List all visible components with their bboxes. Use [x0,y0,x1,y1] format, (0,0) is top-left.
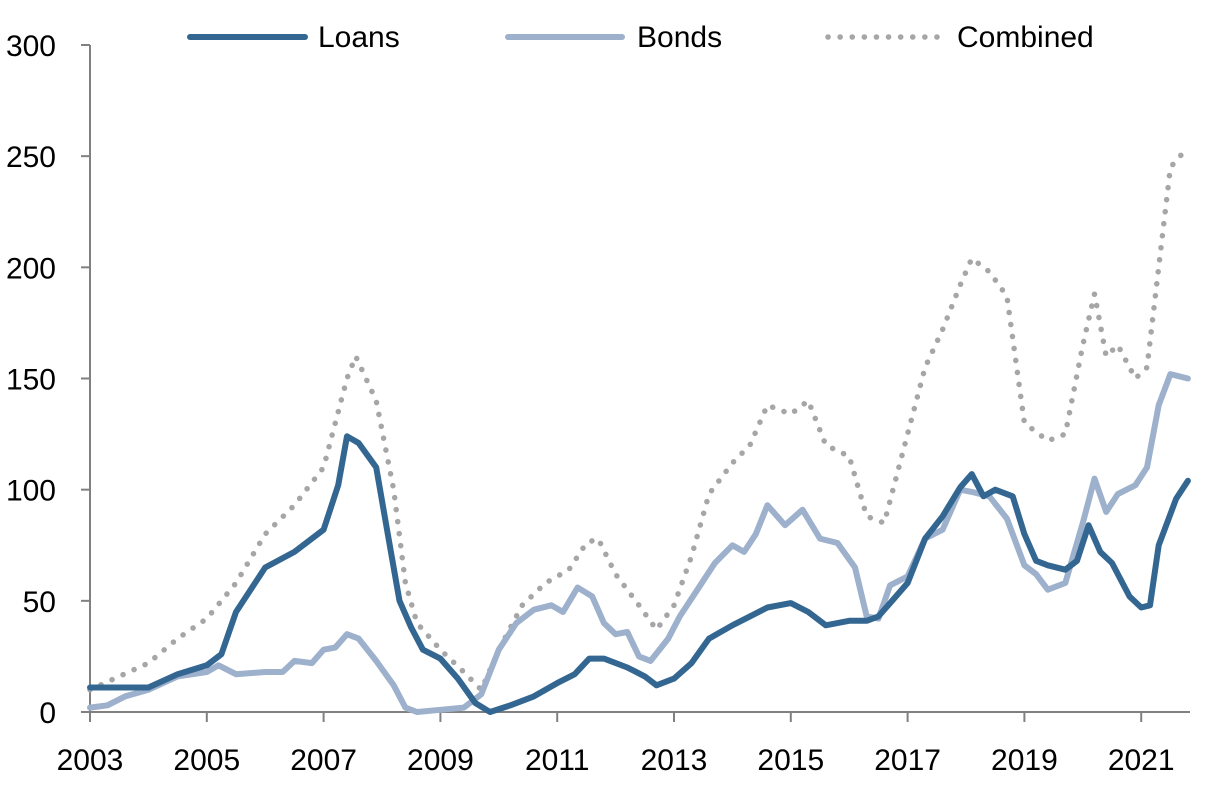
y-tick-label: 300 [6,30,56,63]
legend-label-bonds: Bonds [637,21,722,54]
legend-label-combined: Combined [957,21,1094,54]
series-line-bonds [87,371,1191,715]
x-tick-label: 2013 [641,744,708,777]
x-tick-label: 2015 [757,744,824,777]
legend: Loans Bonds Combined [187,21,1094,54]
y-tick-label: 200 [6,252,56,285]
axes [89,45,1190,713]
y-tick-label: 150 [6,364,56,397]
series-line-loans [87,433,1191,715]
x-tick-label: 2011 [525,744,590,777]
x-tick-label: 2019 [991,744,1058,777]
x-tick-label: 2009 [407,744,474,777]
x-ticks: 2003 2005 2007 2009 2011 2013 2015 2017 2019 2021 [57,712,1175,777]
legend-label-loans: Loans [318,21,400,54]
series-lines [87,144,1191,715]
x-tick-label: 2005 [173,744,240,777]
x-tick-label: 2017 [874,744,941,777]
x-tick-label: 2021 [1108,744,1175,777]
x-tick-label: 2003 [57,744,124,777]
y-tick-label: 100 [6,475,56,508]
y-tick-label: 0 [39,697,56,730]
y-tick-label: 250 [6,141,56,174]
series-line-combined [87,144,1191,693]
x-tick-label: 2007 [290,744,357,777]
y-tick-label: 50 [23,586,56,619]
y-ticks: 0 50 100 150 200 250 300 [6,30,90,730]
